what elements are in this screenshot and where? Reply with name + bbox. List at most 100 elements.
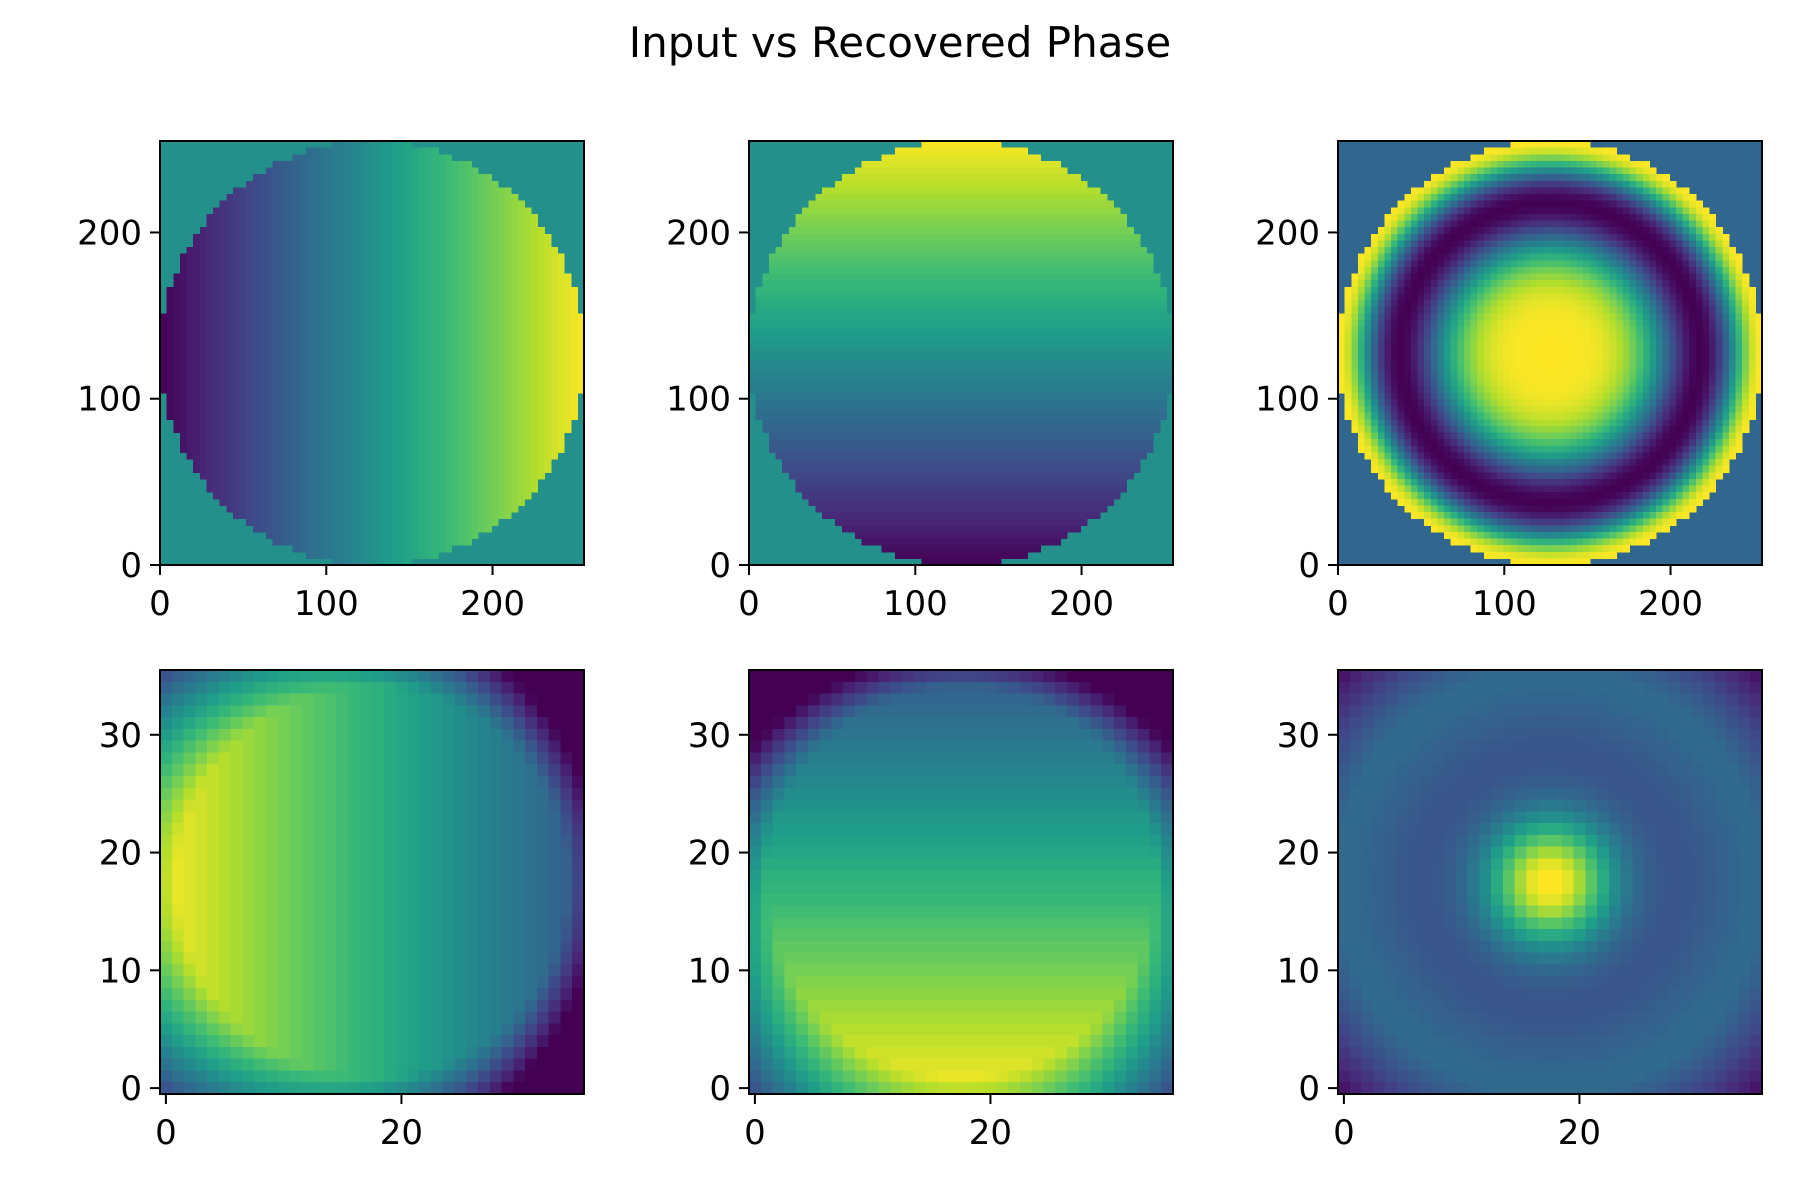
heatmap-cell <box>239 306 247 314</box>
heatmap-cell <box>325 545 333 553</box>
heatmap-cell <box>219 353 227 361</box>
heatmap-cell <box>451 346 459 354</box>
heatmap-cell <box>232 213 241 222</box>
heatmap-cell <box>550 333 559 341</box>
heatmap-cell <box>517 326 525 334</box>
heatmap-cell <box>921 160 929 169</box>
heatmap-cell <box>199 253 207 261</box>
heatmap-cell <box>358 432 366 440</box>
heatmap-cell <box>1027 280 1035 288</box>
heatmap-cell <box>947 141 955 149</box>
heatmap-cell <box>517 492 525 500</box>
heatmap-cell <box>987 313 995 321</box>
heatmap-cell <box>405 379 413 387</box>
heatmap-cell <box>345 147 353 155</box>
heatmap-cell <box>425 445 433 453</box>
heatmap-cell <box>1040 339 1048 347</box>
heatmap-cell <box>961 339 969 347</box>
heatmap-cell <box>1020 306 1028 314</box>
heatmap-cell <box>372 213 380 222</box>
heatmap-cell <box>226 478 234 487</box>
heatmap-cell <box>385 353 393 361</box>
heatmap-cell <box>848 359 856 367</box>
heatmap-cell <box>782 273 790 281</box>
heatmap-cell <box>504 498 512 506</box>
heatmap-cell <box>292 200 300 208</box>
heatmap-cell <box>372 452 380 460</box>
heatmap-cell <box>511 207 519 215</box>
heatmap-cell <box>206 353 214 361</box>
heatmap-cell <box>252 346 260 354</box>
heatmap-cell <box>1014 306 1022 314</box>
heatmap-cell <box>232 392 241 400</box>
heatmap-cell <box>372 174 380 182</box>
heatmap-cell <box>338 313 347 321</box>
heatmap-cell <box>464 260 472 268</box>
heatmap-cell <box>179 266 188 275</box>
heatmap-cell <box>232 472 241 480</box>
heatmap-cell <box>418 412 426 420</box>
heatmap-cell <box>358 253 366 261</box>
heatmap-cell <box>252 266 260 275</box>
heatmap-cell <box>405 452 413 460</box>
heatmap-cell <box>980 247 989 255</box>
heatmap-cell <box>795 280 803 288</box>
heatmap-cell <box>954 160 962 169</box>
heatmap-cell <box>285 392 294 400</box>
heatmap-cell <box>345 187 353 195</box>
heatmap-cell <box>921 174 929 182</box>
heatmap-cell <box>1126 233 1134 241</box>
heatmap-cell <box>193 326 201 334</box>
heatmap-cell <box>921 154 929 162</box>
heatmap-cell <box>855 326 863 334</box>
heatmap-cell <box>1040 333 1048 341</box>
heatmap-cell <box>478 187 486 195</box>
heatmap-cell <box>199 339 207 347</box>
heatmap-cell <box>451 227 459 235</box>
heatmap-cell <box>398 485 406 493</box>
heatmap-cell <box>199 412 207 420</box>
heatmap-cell <box>980 187 989 195</box>
heatmap-cell <box>385 293 393 301</box>
heatmap-cell <box>252 187 260 195</box>
heatmap-cell <box>451 472 459 480</box>
heatmap-cell <box>1120 233 1128 241</box>
heatmap-cell <box>888 227 896 235</box>
heatmap-cell <box>358 167 366 175</box>
heatmap-cell <box>226 220 234 228</box>
heatmap-cell <box>531 227 539 235</box>
heatmap-cell <box>855 293 863 301</box>
heatmap-cell <box>471 174 479 182</box>
heatmap-cell <box>213 220 221 228</box>
heatmap-cell <box>524 300 532 308</box>
heatmap-cell <box>252 452 260 460</box>
heatmap-cell <box>504 472 512 480</box>
heatmap-cell <box>292 213 300 222</box>
heatmap-cell <box>835 213 843 222</box>
heatmap-cell <box>266 167 274 175</box>
heatmap-cell <box>285 498 294 506</box>
heatmap-cell <box>431 359 439 367</box>
heatmap-cell <box>226 266 234 275</box>
heatmap-cell <box>391 260 400 268</box>
heatmap-cell <box>1040 174 1048 182</box>
heatmap-cell <box>206 260 214 268</box>
heatmap-cell <box>266 220 274 228</box>
heatmap-cell <box>821 240 830 248</box>
heatmap-cell <box>338 439 347 447</box>
heatmap-cell <box>372 286 380 294</box>
heatmap-cell <box>1027 240 1035 248</box>
heatmap-cell <box>464 333 472 341</box>
heatmap-cell <box>358 386 366 394</box>
heatmap-cell <box>835 313 843 321</box>
heatmap-cell <box>239 207 247 215</box>
heatmap-cell <box>544 353 552 361</box>
heatmap-cell <box>332 213 340 222</box>
heatmap-cell <box>1080 339 1088 347</box>
heatmap-cell <box>471 432 479 440</box>
heatmap-cell <box>1007 187 1015 195</box>
heatmap-cell <box>305 300 313 308</box>
heatmap-cell <box>868 286 876 294</box>
heatmap-cell <box>564 339 572 347</box>
heatmap-cell <box>504 253 512 261</box>
